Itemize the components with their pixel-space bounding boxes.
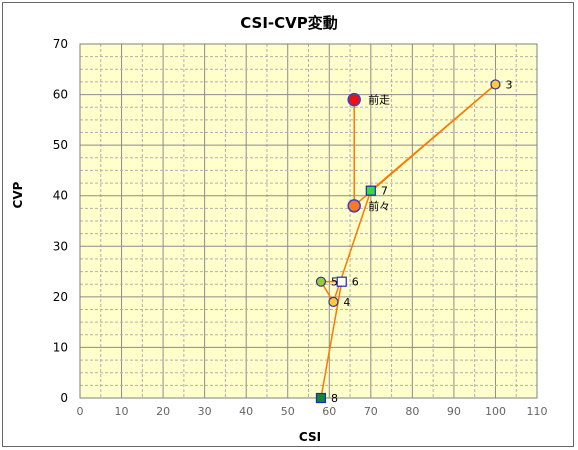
x-tick-label: 20 xyxy=(156,405,170,418)
point-label: 前走 xyxy=(368,93,390,107)
x-tick-label: 0 xyxy=(77,405,84,418)
x-axis-title: CSI xyxy=(299,430,321,444)
x-tick-label: 100 xyxy=(485,405,506,418)
point-marker xyxy=(347,199,361,213)
x-tick-label: 60 xyxy=(322,405,336,418)
data-point: 前走 xyxy=(347,92,390,107)
x-tick-label: 40 xyxy=(239,405,253,418)
y-tick-label: 10 xyxy=(53,340,68,354)
y-tick-label: 30 xyxy=(53,239,68,253)
data-point: 6 xyxy=(336,276,359,289)
point-marker xyxy=(336,276,347,287)
point-label: 8 xyxy=(331,392,338,405)
x-tick-label: 90 xyxy=(447,405,461,418)
y-tick-label: 70 xyxy=(53,37,68,51)
x-tick-label: 80 xyxy=(405,405,419,418)
point-label: 前々 xyxy=(368,199,390,213)
y-axis-ticks: 0 10 20 30 40 50 60 70 xyxy=(53,37,68,405)
point-marker xyxy=(328,296,339,308)
point-marker xyxy=(490,79,501,90)
point-marker xyxy=(347,92,361,107)
data-point: 前々 xyxy=(347,199,390,213)
point-label: 5 xyxy=(331,276,338,289)
y-tick-label: 40 xyxy=(53,189,68,203)
point-label: 6 xyxy=(352,276,359,289)
point-label: 3 xyxy=(505,78,512,91)
data-point: 7 xyxy=(365,185,388,198)
x-tick-label: 50 xyxy=(281,405,295,418)
point-label: 4 xyxy=(343,296,350,309)
y-tick-label: 50 xyxy=(53,138,68,152)
y-tick-label: 20 xyxy=(53,290,68,304)
x-tick-label: 10 xyxy=(115,405,129,418)
y-axis-title: CVP xyxy=(11,181,25,208)
data-point: 8 xyxy=(315,392,338,405)
plot-border xyxy=(79,43,538,399)
x-tick-label: 110 xyxy=(527,405,548,418)
chart-title: CSI-CVP変動 xyxy=(240,14,338,32)
x-tick-label: 70 xyxy=(364,405,378,418)
point-label: 7 xyxy=(381,185,388,198)
point-marker xyxy=(315,392,327,404)
y-tick-label: 60 xyxy=(53,88,68,102)
series-line-segment xyxy=(370,83,496,192)
x-tick-label: 30 xyxy=(198,405,212,418)
data-point: 3 xyxy=(490,78,512,91)
point-marker xyxy=(315,276,327,287)
series-path xyxy=(320,83,496,399)
data-point: 5 xyxy=(315,276,338,289)
x-axis-ticks: 0 10 20 30 40 50 60 70 80 90 100 110 xyxy=(77,405,548,418)
y-tick-label: 0 xyxy=(60,391,68,405)
chart-frame xyxy=(2,2,574,447)
point-marker xyxy=(365,185,376,196)
data-point: 4 xyxy=(328,296,350,309)
